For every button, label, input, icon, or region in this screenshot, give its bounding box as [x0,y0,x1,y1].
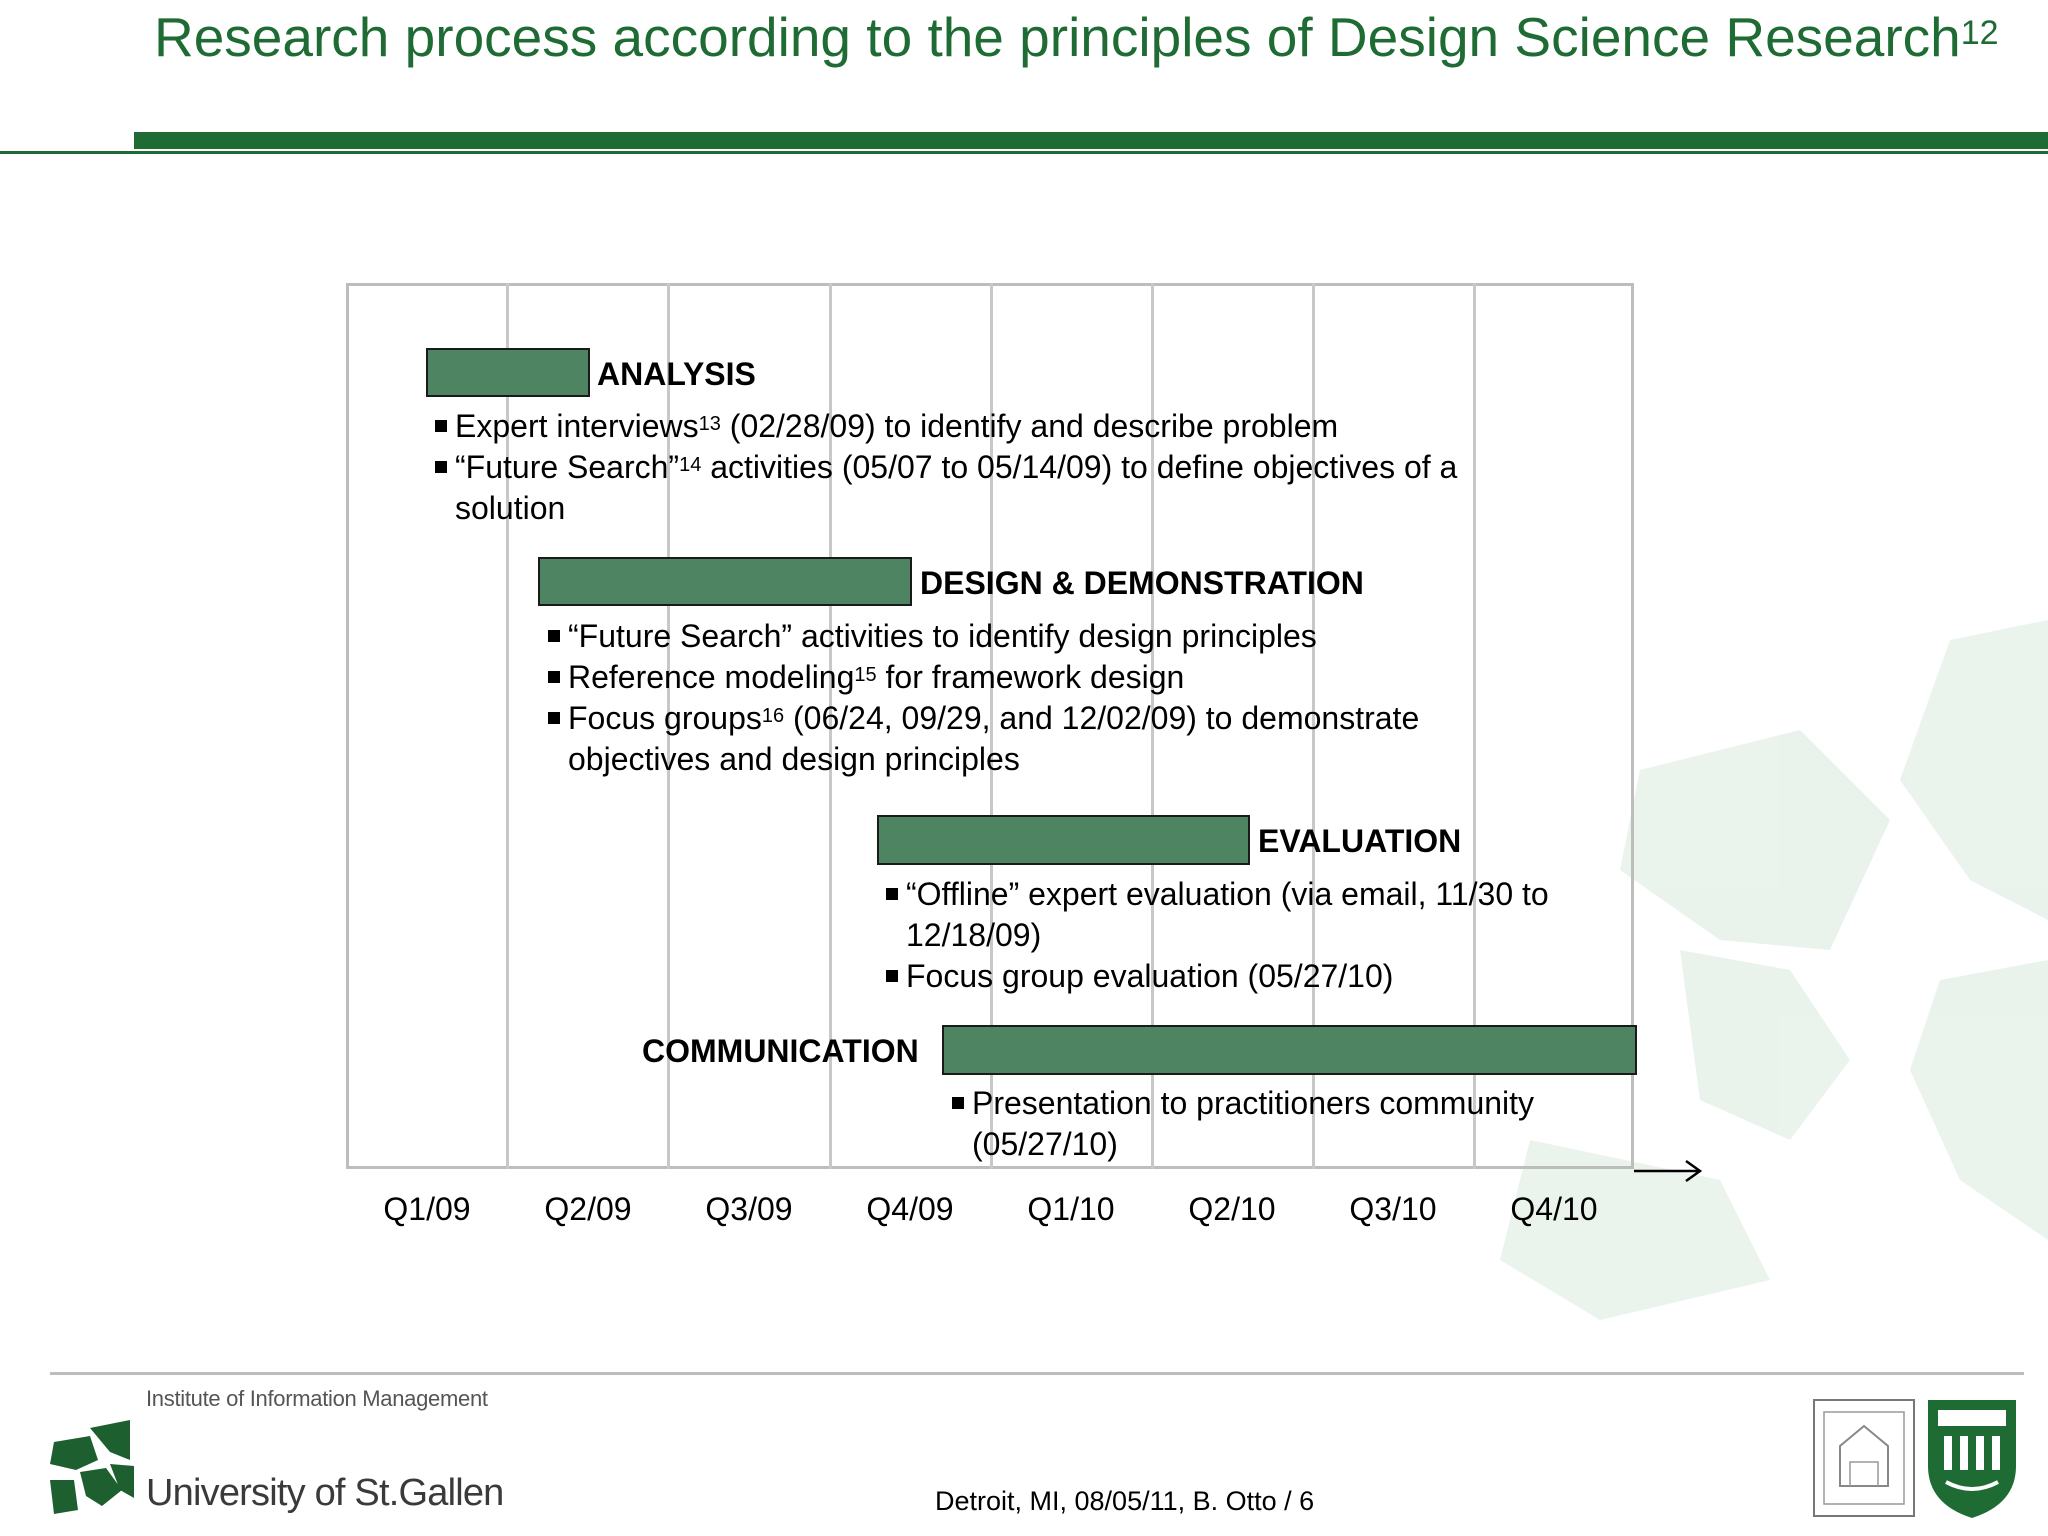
list-item: “Future Search”14 activities (05/07 to 0… [435,447,1535,529]
bullet-square-icon [952,1097,964,1109]
list-item: Expert interviews13 (02/28/09) to identi… [435,406,1535,447]
gridline [829,283,832,1169]
evaluation-bullets: “Offline” expert evaluation (via email, … [886,874,1626,997]
tick-label: Q4/09 [866,1191,954,1227]
bullet-square-icon [548,712,560,724]
bullet-square-icon [886,888,898,900]
design-label: DESIGN & DEMONSTRATION [920,565,1364,601]
tick-label: Q1/10 [1027,1191,1115,1227]
gridline [506,283,509,1169]
list-item: Reference modeling15 for framework desig… [548,657,1508,698]
bullet-square-icon [886,970,898,982]
tick-label: Q3/09 [705,1191,793,1227]
tick-label: Q3/10 [1349,1191,1437,1227]
tick-label: Q4/10 [1510,1191,1598,1227]
communication-bar [942,1025,1637,1075]
university-name: University of St.Gallen [146,1472,504,1514]
communication-label: COMMUNICATION [642,1033,919,1069]
gridline [1151,283,1154,1169]
design-bullets: “Future Search” activities to identify d… [548,616,1508,780]
footer-note: Detroit, MI, 08/05/11, B. Otto / 6 [935,1486,1315,1516]
watermark-logo-icon [1500,620,2048,1320]
slide-title: Research process according to the princi… [154,2,2014,72]
list-item: “Future Search” activities to identify d… [548,616,1508,657]
analysis-bullets: Expert interviews13 (02/28/09) to identi… [435,406,1535,529]
tick-label: Q2/10 [1188,1191,1276,1227]
title-rule-thick [134,132,2048,149]
footer-rule [50,1372,2024,1375]
tick-label: Q1/09 [383,1191,471,1227]
dartmouth-shield-icon [1928,1400,2016,1518]
tick-label: Q2/09 [544,1191,632,1227]
evaluation-label: EVALUATION [1258,823,1462,859]
list-item: “Offline” expert evaluation (via email, … [886,874,1626,956]
bullet-square-icon [548,630,560,642]
title-rule-thin [0,151,2048,154]
list-item: Focus groups16 (06/24, 09/29, and 12/02/… [548,698,1508,780]
st-gallen-logo-icon [50,1420,134,1514]
time-arrow-icon [1634,1159,1703,1183]
gridline [1473,283,1476,1169]
dartmouth-seal-icon [1813,1399,1915,1517]
list-item: Presentation to practitioners community … [952,1083,1632,1165]
gridline [667,283,670,1169]
title-footnote: 12 [1960,14,1999,52]
communication-bullets: Presentation to practitioners community … [952,1083,1632,1165]
analysis-label: ANALYSIS [597,356,756,392]
design-bar [538,557,912,606]
institute-name: Institute of Information Management [146,1386,488,1411]
bullet-square-icon [435,420,447,432]
title-text: Research process according to the princi… [154,6,1961,68]
gridline [1312,283,1315,1169]
analysis-bar [426,348,590,397]
bullet-square-icon [548,671,560,683]
gridline [990,283,993,1169]
evaluation-bar [877,815,1250,865]
bullet-square-icon [435,461,447,473]
list-item: Focus group evaluation (05/27/10) [886,956,1626,997]
